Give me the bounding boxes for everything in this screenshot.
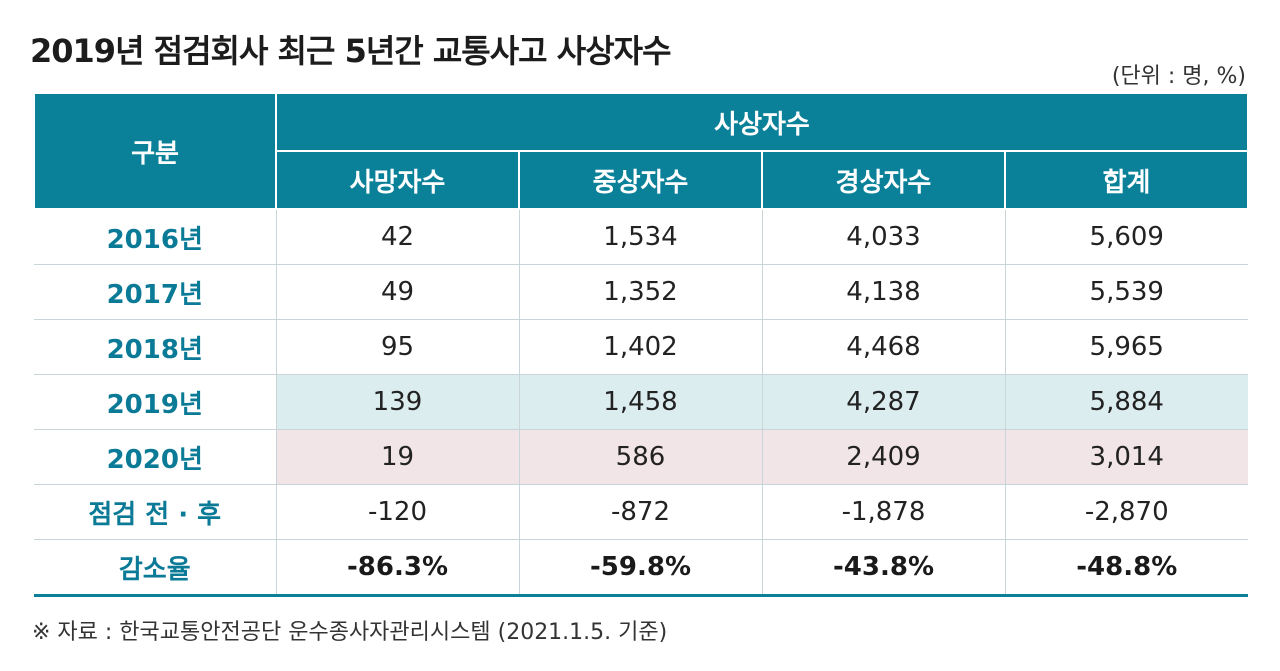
cell-value: -86.3% <box>275 539 519 597</box>
cell-value: 1,402 <box>518 319 762 375</box>
header-minor-injuries: 경상자수 <box>761 150 1006 210</box>
cell-value: 4,468 <box>761 319 1005 375</box>
cell-value: 586 <box>518 429 762 485</box>
table-row-reduction-rate: 감소율 -86.3% -59.8% -43.8% -48.8% <box>34 539 1248 597</box>
cell-value: 42 <box>275 209 519 265</box>
row-label: 점검 전 · 후 <box>34 484 276 540</box>
table-row: 2017년 49 1,352 4,138 5,539 <box>34 264 1248 320</box>
cell-value: -1,878 <box>761 484 1005 540</box>
cell-value: 49 <box>275 264 519 320</box>
cell-value: 139 <box>275 374 519 430</box>
row-label: 2017년 <box>34 264 276 320</box>
cell-value: 5,965 <box>1004 319 1248 375</box>
cell-value: 2,409 <box>761 429 1005 485</box>
row-label: 2020년 <box>34 429 276 485</box>
row-label: 2016년 <box>34 209 276 265</box>
cell-value: -120 <box>275 484 519 540</box>
row-label: 감소율 <box>34 539 276 597</box>
casualty-table: 구분 사상자수 사망자수 중상자수 경상자수 합계 2016년 42 1,534… <box>33 92 1249 597</box>
cell-value: 1,352 <box>518 264 762 320</box>
cell-value: 95 <box>275 319 519 375</box>
cell-value: 1,458 <box>518 374 762 430</box>
table-row-highlight-2020: 2020년 19 586 2,409 3,014 <box>34 429 1248 485</box>
table-row: 2016년 42 1,534 4,033 5,609 <box>34 209 1248 265</box>
cell-value: 3,014 <box>1004 429 1248 485</box>
header-category: 구분 <box>33 92 277 210</box>
source-note: ※ 자료 : 한국교통안전공단 운수종사자관리시스템 (2021.1.5. 기준… <box>32 620 668 645</box>
table-row-highlight-2019: 2019년 139 1,458 4,287 5,884 <box>34 374 1248 430</box>
cell-value: -48.8% <box>1004 539 1248 597</box>
cell-value: 4,033 <box>761 209 1005 265</box>
cell-value: -2,870 <box>1004 484 1248 540</box>
table-row-difference: 점검 전 · 후 -120 -872 -1,878 -2,870 <box>34 484 1248 540</box>
table-title: 2019년 점검회사 최근 5년간 교통사고 사상자수 <box>30 32 672 70</box>
cell-value: 5,539 <box>1004 264 1248 320</box>
table-row: 2018년 95 1,402 4,468 5,965 <box>34 319 1248 375</box>
cell-value: 5,609 <box>1004 209 1248 265</box>
header-serious-injuries: 중상자수 <box>518 150 763 210</box>
cell-value: -43.8% <box>761 539 1005 597</box>
cell-value: 1,534 <box>518 209 762 265</box>
cell-value: -59.8% <box>518 539 762 597</box>
cell-value: 19 <box>275 429 519 485</box>
header-deaths: 사망자수 <box>275 150 520 210</box>
row-label: 2019년 <box>34 374 276 430</box>
cell-value: 4,138 <box>761 264 1005 320</box>
cell-value: 5,884 <box>1004 374 1248 430</box>
header-group: 사상자수 <box>275 92 1249 152</box>
cell-value: -872 <box>518 484 762 540</box>
unit-label: (단위 : 명, %) <box>1111 64 1246 89</box>
row-label: 2018년 <box>34 319 276 375</box>
header-total: 합계 <box>1004 150 1249 210</box>
cell-value: 4,287 <box>761 374 1005 430</box>
